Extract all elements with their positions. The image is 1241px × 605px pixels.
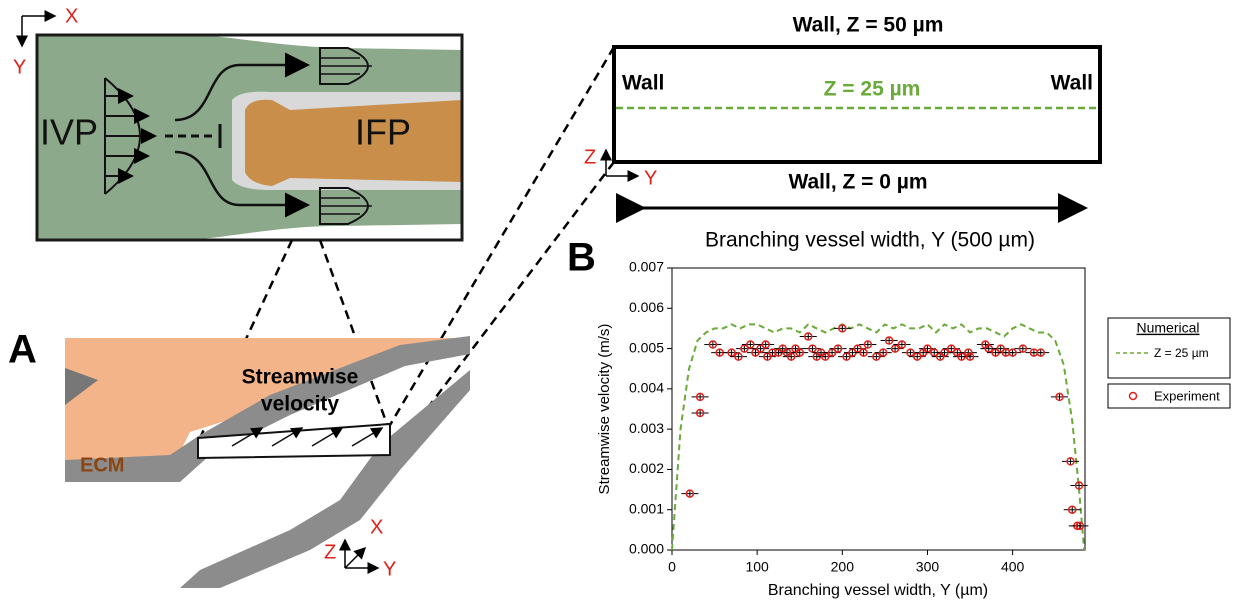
ecm-label: ECM <box>80 454 124 476</box>
chart: Streamwise velocity (m/s) Branching vess… <box>596 259 1230 600</box>
y-tick-label: 0.000 <box>629 541 664 557</box>
legend-title: Numerical <box>1136 320 1199 336</box>
ivp-label: IVP <box>40 112 98 153</box>
axis-y-label: Y <box>383 558 396 580</box>
top-wall-label: Wall, Z = 50 µm <box>793 14 944 37</box>
y-tick-label: 0.007 <box>629 259 664 275</box>
ifp-label: IFP <box>355 112 411 153</box>
y-tick-label: 0.005 <box>629 339 664 355</box>
cross-section: Wall, Z = 50 µm Wall Wall Z = 25 µm Z Y … <box>584 14 1100 252</box>
legend-label: Z = 25 µm <box>1154 346 1209 360</box>
axis-y-label: Y <box>644 167 657 189</box>
numerical-line <box>672 324 1084 550</box>
y-tick-label: 0.001 <box>629 500 664 516</box>
panel-label: A <box>8 328 37 372</box>
axis-y-label: Y <box>13 56 26 78</box>
vessel-diagram: IVP IFP X Y <box>13 5 462 240</box>
wall-label: Wall <box>1051 72 1093 95</box>
streamwise-label: Streamwise <box>242 366 359 389</box>
legend-label: Experiment <box>1154 388 1220 403</box>
panel-label: B <box>567 236 596 280</box>
bottom-wall-label: Wall, Z = 0 µm <box>788 171 927 194</box>
axis-x-label: X <box>65 5 78 27</box>
y-tick-label: 0.006 <box>629 299 664 315</box>
y-axis-title: Streamwise velocity (m/s) <box>596 324 613 495</box>
y-tick-label: 0.002 <box>629 460 664 476</box>
axis-z-label: Z <box>584 146 596 168</box>
panel-a-sketch: A Streamwise velocity ECM Z X Y <box>8 328 470 588</box>
plot-area <box>672 268 1085 550</box>
axis-z-label: Z <box>324 541 336 563</box>
y-tick-label: 0.003 <box>629 420 664 436</box>
x-axis-title: Branching vessel width, Y (µm) <box>768 582 988 599</box>
streamwise-label: velocity <box>261 393 340 416</box>
y-tick-label: 0.004 <box>629 380 664 396</box>
wall-label: Wall <box>622 72 664 95</box>
x-tick-label: 300 <box>916 559 940 575</box>
width-label: Branching vessel width, Y (500 µm) <box>705 229 1035 252</box>
figure: IVP IFP X Y A Streamwise velocity ECM Z … <box>0 0 1241 605</box>
x-tick-label: 0 <box>668 559 676 575</box>
axis-x-label: X <box>370 516 383 538</box>
midplane-label: Z = 25 µm <box>824 78 921 101</box>
x-tick-label: 100 <box>745 559 769 575</box>
x-tick-label: 400 <box>1001 559 1025 575</box>
x-tick-label: 200 <box>831 559 855 575</box>
